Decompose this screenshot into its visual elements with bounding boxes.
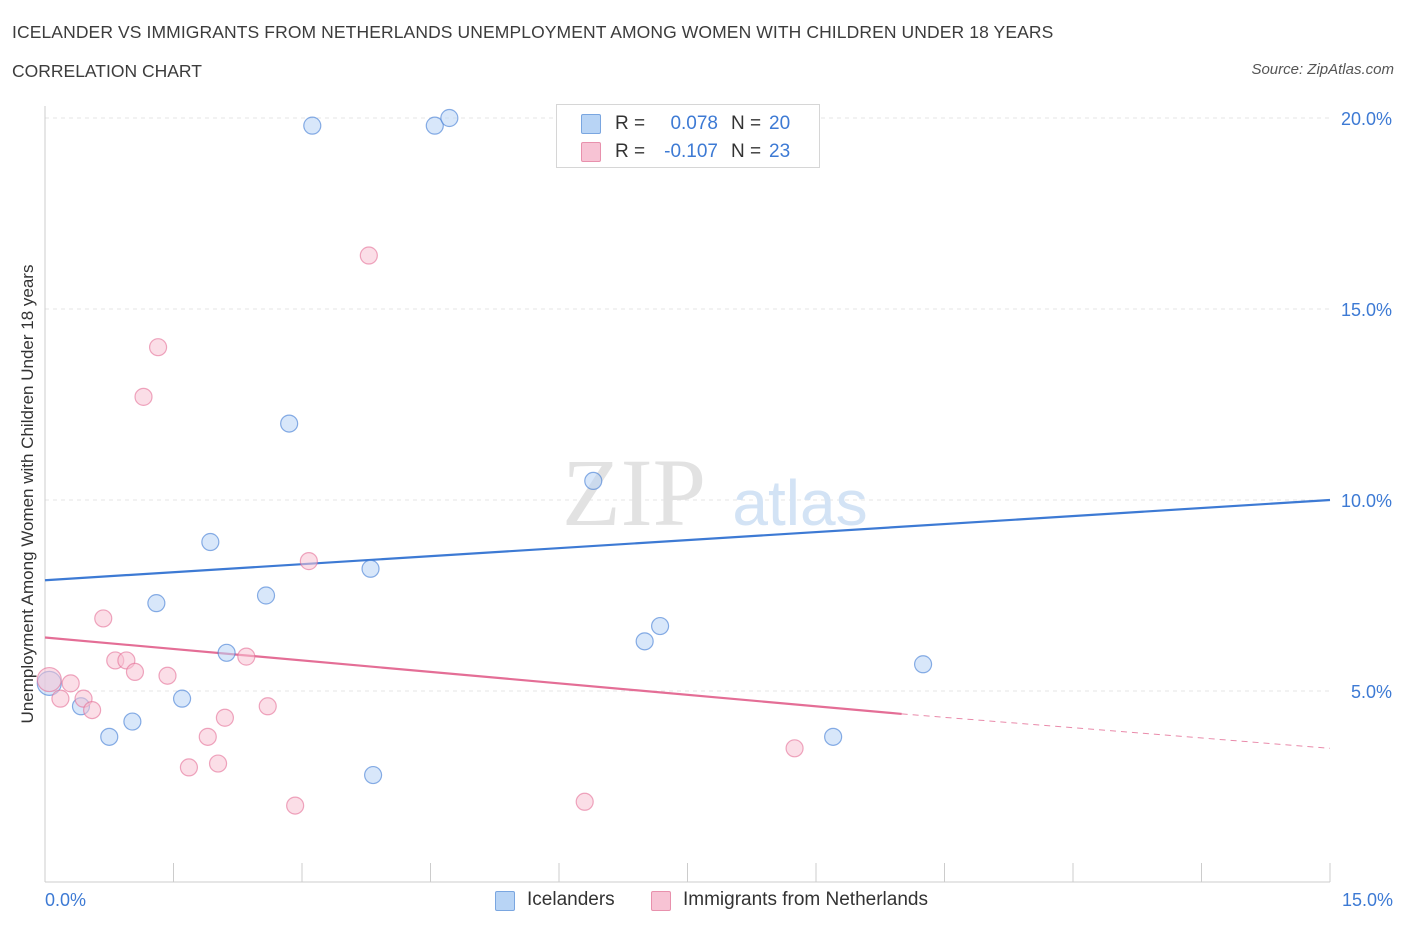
icelander-point: [123, 712, 142, 731]
netherlands-point: [61, 674, 80, 693]
x-axis-max-label: 15.0%: [1341, 890, 1393, 910]
bottom-legend-label: Immigrants from Netherlands: [683, 889, 928, 910]
icelander-point: [361, 559, 380, 578]
icelander-point: [217, 643, 236, 662]
netherlands-point: [237, 647, 256, 666]
trend-lines: [44, 498, 1331, 749]
netherlands-point: [258, 697, 277, 716]
legend-r-value: 0.078: [670, 113, 718, 134]
icelander-point: [280, 414, 299, 433]
legend-n-label: N =: [731, 113, 762, 134]
y-tick-label: 10.0%: [1341, 491, 1392, 511]
legend-n-label: N =: [731, 141, 762, 162]
icelander-point: [584, 471, 603, 490]
icelander-point: [440, 108, 459, 128]
trend-line-1: [44, 498, 1331, 582]
netherlands-point: [359, 246, 378, 265]
netherlands-point: [158, 666, 177, 685]
x-axis-min-label: 0.0%: [45, 890, 87, 910]
legend-r-label: R =: [615, 113, 646, 134]
axes: [44, 106, 1331, 883]
netherlands-point: [215, 708, 234, 727]
trend-line-extension-2: [901, 713, 1331, 749]
netherlands-point: [148, 338, 168, 357]
icelander-point: [364, 765, 383, 785]
chart-subtitle: CORRELATION CHART: [12, 61, 202, 81]
y-axis-title: Unemployment Among Women with Children U…: [18, 264, 37, 724]
bottom-legend-swatch-pink: [651, 891, 671, 911]
legend-swatch-pink: [581, 142, 601, 162]
source-label: Source: ZipAtlas.com: [1251, 61, 1394, 78]
icelander-point: [824, 727, 843, 746]
legend-n-value: 23: [769, 141, 791, 162]
grid: [45, 117, 1330, 692]
icelander-point: [425, 116, 444, 135]
bottom-legend-label: Icelanders: [527, 889, 615, 910]
netherlands-point: [179, 758, 199, 777]
y-tick-label: 15.0%: [1341, 300, 1392, 320]
netherlands-point: [36, 666, 62, 693]
y-tick-labels: 5.0% 10.0% 15.0% 20.0%: [1341, 109, 1392, 702]
correlation-legend: R = 0.078 N = 20 R = -0.107 N = 23: [556, 104, 820, 168]
netherlands-point: [575, 792, 594, 811]
chart-title: ICELANDER VS IMMIGRANTS FROM NETHERLANDS…: [12, 22, 1054, 42]
icelander-point: [650, 616, 670, 636]
icelander-point: [172, 689, 192, 708]
netherlands-point: [51, 689, 70, 708]
icelander-point: [303, 116, 322, 135]
netherlands-point: [286, 796, 305, 815]
netherlands-point: [299, 552, 318, 571]
netherlands-point: [134, 387, 153, 406]
bottom-legend-swatch-blue: [495, 891, 515, 911]
netherlands-point: [83, 700, 102, 720]
netherlands-point: [785, 739, 804, 758]
y-tick-label: 5.0%: [1351, 682, 1392, 702]
icelander-point: [100, 727, 119, 746]
data-points: [36, 108, 933, 815]
netherlands-point: [198, 727, 217, 746]
legend-r-label: R =: [615, 141, 646, 162]
trend-line-2: [44, 636, 902, 716]
y-tick-label: 20.0%: [1341, 109, 1392, 129]
watermark-atlas: atlas: [732, 467, 867, 539]
netherlands-point: [208, 754, 228, 773]
icelander-point: [147, 594, 166, 613]
legend-swatch-blue: [581, 114, 601, 134]
icelander-point: [201, 532, 220, 552]
icelander-point: [913, 655, 933, 674]
watermark-zip: ZIP: [562, 439, 706, 546]
netherlands-point: [94, 609, 113, 628]
icelander-point: [256, 586, 276, 605]
icelander-point: [635, 632, 654, 651]
netherlands-point: [125, 662, 145, 682]
legend-n-value: 20: [769, 113, 791, 134]
legend-r-value: -0.107: [664, 141, 718, 162]
